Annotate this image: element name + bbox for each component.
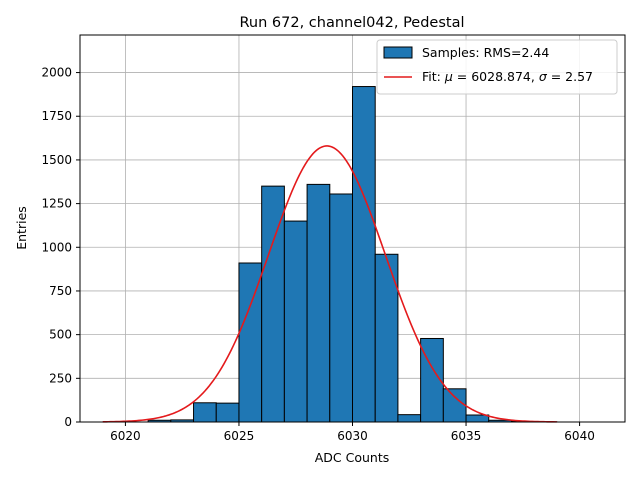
y-axis-label: Entries <box>14 206 29 250</box>
histogram-bars <box>147 86 558 423</box>
x-tick-label: 6035 <box>451 429 482 443</box>
x-tick-label: 6025 <box>224 429 255 443</box>
y-tick-label: 500 <box>49 328 72 342</box>
y-tick-label: 1500 <box>41 153 72 167</box>
x-tick-label: 6040 <box>564 429 595 443</box>
y-tick-label: 1000 <box>41 240 72 254</box>
legend-samples-swatch <box>383 46 413 59</box>
histogram-bar <box>397 414 422 423</box>
legend-fit-prefix: Fit: <box>422 69 445 84</box>
y-tick-label: 1750 <box>41 109 72 123</box>
x-tick-label: 6020 <box>110 429 141 443</box>
histogram-bar <box>238 262 263 423</box>
legend-box <box>376 39 618 95</box>
legend: Samples: RMS=2.44 Fit: μ = 6028.874, σ =… <box>376 39 618 95</box>
legend-fit-label: Fit: μ = 6028.874, σ = 2.57 <box>422 69 593 84</box>
fit-curve <box>102 145 557 423</box>
legend-sigma-symbol: σ <box>539 69 548 84</box>
x-tick-label: 6030 <box>337 429 368 443</box>
y-tick-label: 750 <box>49 284 72 298</box>
histogram-bar <box>329 193 353 423</box>
histogram-bar <box>306 183 331 423</box>
histogram-bar <box>442 388 467 423</box>
histogram-bar <box>465 414 490 423</box>
histogram-bar <box>215 402 240 423</box>
histogram-bar <box>193 402 217 423</box>
y-tick-label: 0 <box>64 415 72 429</box>
legend-sigma-value: = 2.57 <box>547 69 593 84</box>
fit-curve-layer <box>102 145 557 423</box>
y-tick-label: 1250 <box>41 197 72 211</box>
chart-title: Run 672, channel042, Pedestal <box>239 15 464 31</box>
y-tick-label: 250 <box>49 371 72 385</box>
x-axis-ticks: 6020 6025 6030 6035 6040 <box>110 422 595 443</box>
y-axis-ticks: 0 250 500 750 1000 1250 1500 1750 2000 <box>41 66 80 429</box>
legend-mu-symbol: μ <box>444 69 453 84</box>
legend-mu-value: = 6028.874, <box>453 69 539 84</box>
y-tick-label: 2000 <box>41 66 72 80</box>
legend-samples-label: Samples: RMS=2.44 <box>422 45 549 60</box>
x-axis-label: ADC Counts <box>315 450 390 465</box>
histogram-bar <box>352 86 376 423</box>
histogram-bar <box>283 220 308 423</box>
